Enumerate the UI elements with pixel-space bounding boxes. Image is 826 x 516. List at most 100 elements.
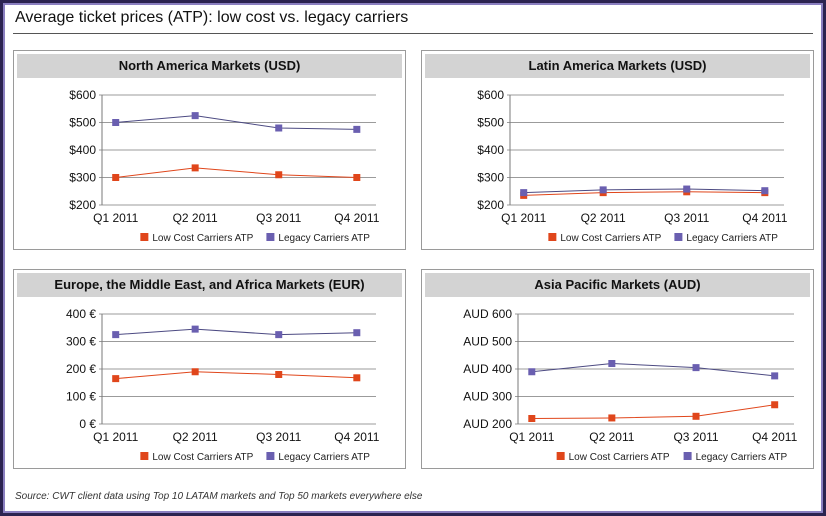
series-line-legacy: [115, 115, 357, 130]
legend-label-low-cost: Low Cost Carriers ATP: [560, 233, 661, 244]
y-tick-label: $300: [69, 171, 96, 185]
data-point-legacy: [191, 112, 199, 120]
data-point-legacy: [761, 187, 769, 195]
data-point-low-cost: [353, 174, 361, 181]
data-point-legacy: [528, 368, 536, 376]
x-tick-label: Q1 2011: [509, 430, 554, 444]
data-point-low-cost: [771, 401, 779, 409]
legend-label-low-cost: Low Cost Carriers ATP: [569, 452, 670, 463]
data-point-legacy: [608, 360, 616, 367]
x-tick-label: Q1 2011: [93, 430, 138, 444]
series-line-low-cost: [115, 371, 357, 380]
chart-title: Latin America Markets (USD): [425, 54, 810, 78]
figure-title: Average ticket prices (ATP): low cost vs…: [15, 9, 409, 26]
y-tick-label: $300: [477, 171, 504, 185]
data-point-legacy: [771, 372, 779, 380]
y-tick-label: $500: [69, 116, 96, 130]
data-point-low-cost: [353, 374, 361, 382]
x-tick-label: Q4 2011: [752, 430, 797, 444]
source-note: Source: CWT client data using Top 10 LAT…: [15, 491, 423, 502]
y-tick-label: 200 €: [66, 362, 96, 376]
x-tick-label: Q3 2011: [664, 211, 709, 225]
y-tick-label: 100 €: [66, 390, 96, 404]
legend-label-legacy: Legacy Carriers ATP: [696, 452, 788, 463]
y-tick-label: 0 €: [79, 417, 96, 431]
data-point-low-cost: [112, 174, 120, 181]
series-line-low-cost: [523, 191, 765, 196]
x-tick-label: Q2 2011: [581, 211, 626, 225]
series-line-legacy: [115, 328, 357, 336]
legend-swatch-low-cost: [548, 233, 557, 241]
title-rule: [13, 33, 813, 34]
data-point-low-cost: [608, 414, 616, 422]
chart-panel-north-america: North America Markets (USD) $600 $500 $400…: [13, 50, 406, 250]
y-tick-label: $400: [477, 143, 504, 157]
chart-panel-latin-america: Latin America Markets (USD) $600 $500 $400…: [421, 50, 814, 250]
legend-swatch-legacy: [266, 233, 275, 241]
legend-swatch-low-cost: [140, 233, 149, 241]
data-point-low-cost: [275, 171, 283, 179]
y-tick-label: AUD 600: [463, 307, 512, 321]
legend-swatch-low-cost: [140, 452, 149, 460]
data-point-low-cost: [191, 368, 199, 376]
y-tick-label: $200: [477, 198, 504, 212]
y-tick-label: AUD 300: [463, 390, 512, 404]
data-point-legacy: [353, 125, 361, 133]
x-tick-label: Q3 2011: [256, 430, 301, 444]
y-tick-label: $400: [69, 143, 96, 157]
y-tick-label: $600: [477, 88, 504, 102]
y-tick-label: AUD 200: [463, 417, 512, 431]
y-tick-label: $600: [69, 88, 96, 102]
y-tick-label: AUD 400: [463, 362, 512, 376]
chart-title: Asia Pacific Markets (AUD): [425, 273, 810, 297]
legend-label-legacy: Legacy Carriers ATP: [278, 452, 370, 463]
legend-swatch-legacy: [674, 233, 683, 241]
data-point-legacy: [275, 124, 283, 132]
legend-label-low-cost: Low Cost Carriers ATP: [152, 233, 253, 244]
legend-label-legacy: Legacy Carriers ATP: [278, 233, 370, 244]
x-tick-label: Q2 2011: [173, 211, 218, 225]
data-point-legacy: [112, 331, 120, 339]
data-point-low-cost: [528, 415, 536, 422]
legend-swatch-low-cost: [556, 452, 565, 460]
x-tick-label: Q4 2011: [334, 211, 379, 225]
data-point-low-cost: [692, 412, 700, 420]
data-point-legacy: [692, 364, 700, 372]
figure-frame: Average ticket prices (ATP): low cost vs…: [3, 3, 823, 513]
x-tick-label: Q2 2011: [173, 430, 218, 444]
series-line-low-cost: [531, 404, 775, 419]
x-tick-label: Q1 2011: [93, 211, 138, 225]
x-tick-label: Q3 2011: [256, 211, 301, 225]
data-point-legacy: [275, 331, 283, 339]
legend-label-low-cost: Low Cost Carriers ATP: [152, 452, 253, 463]
y-tick-label: $500: [477, 116, 504, 130]
chart-emea: 400 € 300 € 200 € 100 € 0 €Q1 2011 Q2 2011 Q3 …: [66, 307, 380, 463]
y-tick-label: 400 €: [66, 307, 96, 321]
y-tick-label: $200: [69, 198, 96, 212]
data-point-low-cost: [191, 164, 199, 172]
x-tick-label: Q3 2011: [673, 430, 718, 444]
series-line-low-cost: [115, 167, 357, 178]
chart-title: Europe, the Middle East, and Africa Mark…: [17, 273, 402, 297]
series-line-legacy: [531, 362, 775, 377]
legend-label-legacy: Legacy Carriers ATP: [686, 233, 778, 244]
y-tick-label: 300 €: [66, 335, 96, 349]
x-tick-label: Q4 2011: [334, 430, 379, 444]
data-point-legacy: [599, 186, 607, 194]
x-tick-label: Q2 2011: [589, 430, 634, 444]
x-tick-label: Q1 2011: [501, 211, 546, 225]
legend-swatch-legacy: [266, 452, 275, 460]
data-point-legacy: [520, 189, 528, 197]
chart-panel-emea: Europe, the Middle East, and Africa Mark…: [13, 269, 406, 469]
chart-panel-asia-pacific: Asia Pacific Markets (AUD) AUD 600 AUD 50…: [421, 269, 814, 469]
chart-title: North America Markets (USD): [17, 54, 402, 78]
data-point-low-cost: [275, 371, 283, 378]
x-tick-label: Q4 2011: [742, 211, 787, 225]
data-point-legacy: [191, 325, 199, 333]
data-point-legacy: [683, 185, 691, 193]
legend-swatch-legacy: [683, 452, 692, 460]
y-tick-label: AUD 500: [463, 335, 512, 349]
